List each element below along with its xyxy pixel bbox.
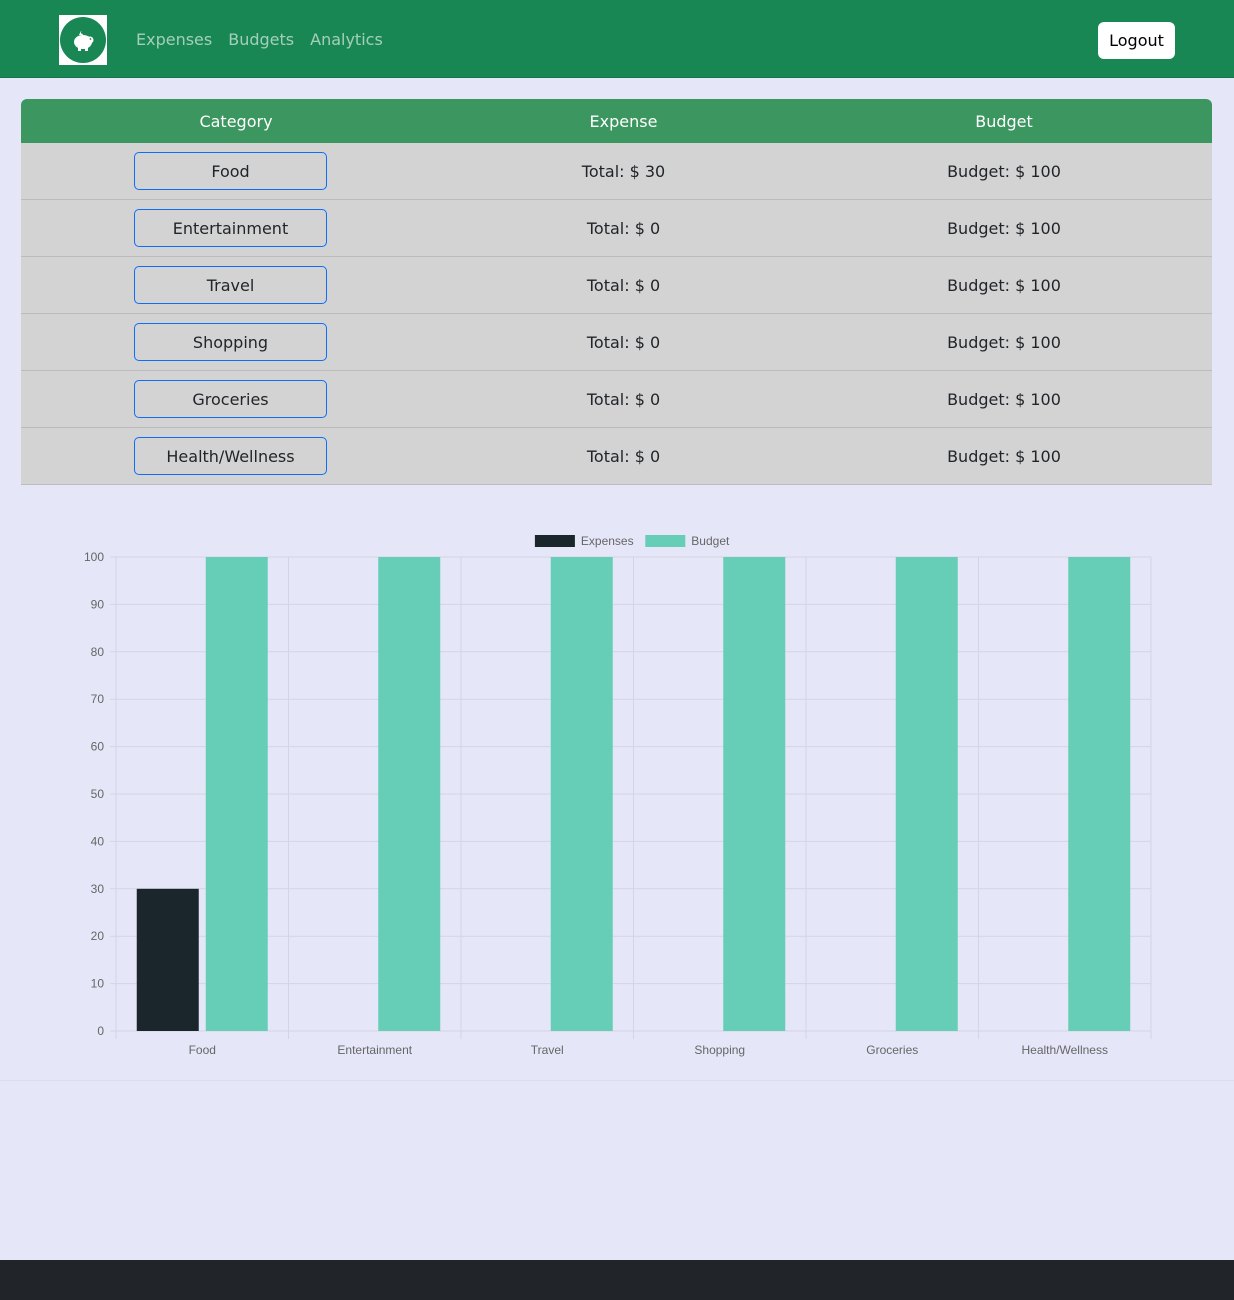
y-tick-label: 60 <box>91 740 105 754</box>
legend-swatch-budget <box>645 535 686 547</box>
category-button-travel[interactable]: Travel <box>134 266 327 304</box>
table-row: Health/Wellness Total: $ 0 Budget: $ 100 <box>21 428 1212 485</box>
table-row: Entertainment Total: $ 0 Budget: $ 100 <box>21 200 1212 257</box>
header-budget: Budget <box>975 111 1033 131</box>
bar-budget-groceries <box>895 557 958 1031</box>
bar-budget-health-wellness <box>1068 557 1131 1031</box>
table-row: Shopping Total: $ 0 Budget: $ 100 <box>21 314 1212 371</box>
nav-links: Expenses Budgets Analytics <box>136 28 383 52</box>
y-tick-label: 20 <box>91 929 105 943</box>
x-tick-label: Entertainment <box>337 1043 412 1057</box>
brand-logo[interactable] <box>59 15 107 65</box>
navbar: Expenses Budgets Analytics Logout <box>0 0 1234 78</box>
expense-total: Total: $ 30 <box>581 161 666 181</box>
expense-total: Total: $ 0 <box>586 332 661 352</box>
piggy-bank-icon <box>60 17 106 63</box>
footer <box>0 1260 1234 1300</box>
budget-amount: Budget: $ 100 <box>947 275 1061 295</box>
y-tick-label: 50 <box>91 787 105 801</box>
nav-link-expenses[interactable]: Expenses <box>136 30 213 49</box>
y-tick-label: 0 <box>97 1024 104 1038</box>
analytics-chart-panel: 0 10 20 30 40 50 60 70 80 90 100 Food Entertainment T… <box>0 484 1234 1081</box>
budget-amount: Budget: $ 100 <box>947 389 1061 409</box>
bar-budget-food <box>205 557 268 1031</box>
x-tick-label: Travel <box>531 1043 564 1057</box>
y-tick-label: 90 <box>91 597 105 611</box>
table-row: Groceries Total: $ 0 Budget: $ 100 <box>21 371 1212 428</box>
y-tick-label: 70 <box>91 692 105 706</box>
logout-button[interactable]: Logout <box>1098 22 1175 59</box>
y-tick-label: 40 <box>91 834 105 848</box>
expense-total: Total: $ 0 <box>586 275 661 295</box>
budget-amount: Budget: $ 100 <box>947 446 1061 466</box>
expenses-vs-budget-chart: 0 10 20 30 40 50 60 70 80 90 100 Food Entertainment T… <box>84 534 1152 1057</box>
expense-total: Total: $ 0 <box>586 389 661 409</box>
category-button-entertainment[interactable]: Entertainment <box>134 209 327 247</box>
x-tick-label: Health/Wellness <box>1022 1043 1108 1057</box>
category-button-health-wellness[interactable]: Health/Wellness <box>134 437 327 475</box>
x-tick-label: Groceries <box>866 1043 918 1057</box>
legend-label-expenses: Expenses <box>581 534 634 548</box>
category-button-groceries[interactable]: Groceries <box>134 380 327 418</box>
bar-expenses-food <box>136 888 199 1031</box>
x-tick-label: Food <box>189 1043 216 1057</box>
budget-amount: Budget: $ 100 <box>947 332 1061 352</box>
table-row: Travel Total: $ 0 Budget: $ 100 <box>21 257 1212 314</box>
table-header: Category Expense Budget <box>21 99 1212 143</box>
y-tick-label: 30 <box>91 882 105 896</box>
bar-budget-entertainment <box>378 557 441 1031</box>
table-row: Food Total: $ 30 Budget: $ 100 <box>21 143 1212 200</box>
budget-amount: Budget: $ 100 <box>947 218 1061 238</box>
expense-total: Total: $ 0 <box>586 446 661 466</box>
bar-budget-travel <box>550 557 613 1031</box>
nav-link-analytics[interactable]: Analytics <box>310 30 383 49</box>
category-table: Category Expense Budget Food Total: $ 30… <box>21 99 1212 485</box>
expense-total: Total: $ 0 <box>586 218 661 238</box>
header-expense: Expense <box>589 111 658 131</box>
y-tick-label: 80 <box>91 645 105 659</box>
bar-budget-shopping <box>723 557 786 1031</box>
legend-label-budget: Budget <box>691 534 730 548</box>
x-tick-label: Shopping <box>694 1043 745 1057</box>
header-category: Category <box>199 111 273 131</box>
category-button-food[interactable]: Food <box>134 152 327 190</box>
budget-amount: Budget: $ 100 <box>947 161 1061 181</box>
legend-swatch-expenses <box>534 535 575 547</box>
category-button-shopping[interactable]: Shopping <box>134 323 327 361</box>
nav-link-budgets[interactable]: Budgets <box>228 30 295 49</box>
y-tick-label: 100 <box>84 550 104 564</box>
y-tick-label: 10 <box>91 977 105 991</box>
